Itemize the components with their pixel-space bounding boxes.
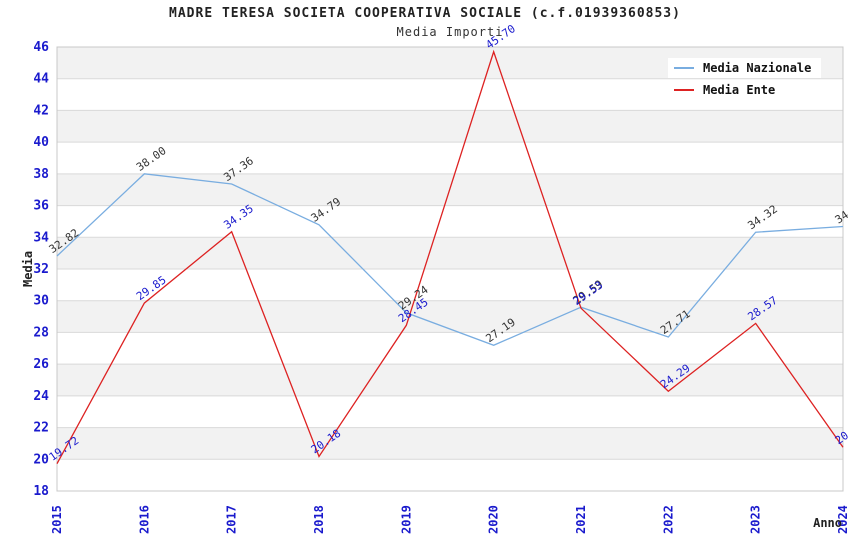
plot-border <box>56 46 844 492</box>
data-point-label-media-nazionale: 34.32 <box>745 203 780 233</box>
y-tick-label: 30 <box>33 294 49 309</box>
plot-band <box>57 237 843 269</box>
y-tick-label: 38 <box>33 167 49 182</box>
x-tick-label: 2024 <box>836 505 850 534</box>
y-axis-title: Media <box>21 250 35 287</box>
x-tick-label: 2019 <box>399 505 413 534</box>
y-tick-label: 20 <box>33 452 49 467</box>
y-tick-label: 36 <box>33 199 49 214</box>
series-line-media-nazionale <box>56 173 844 346</box>
legend-label-media-ente: Media Ente <box>703 83 776 97</box>
legend: Media Nazionale Media Ente <box>668 58 822 100</box>
y-tick-label: 18 <box>33 484 49 499</box>
x-tick-label: 2017 <box>225 505 239 534</box>
y-tick-label: 24 <box>33 389 49 404</box>
y-tick-label: 40 <box>33 135 49 150</box>
y-tick-label: 46 <box>33 40 49 55</box>
legend-item-media-nazionale: Media Nazionale <box>668 58 822 78</box>
y-tick-label: 22 <box>33 421 49 436</box>
x-axis-title: Anno <box>813 516 842 530</box>
chart-subtitle: Media Importi <box>396 25 504 39</box>
y-tick-label: 34 <box>33 230 49 245</box>
plot-band <box>57 110 843 143</box>
series-line-media-ente <box>56 49 844 465</box>
y-tick-label: 42 <box>33 103 49 118</box>
media-nazionale-line-swatch-icon <box>674 67 694 69</box>
x-tick-label: 2018 <box>312 505 326 534</box>
chart-title: MADRE TERESA SOCIETA COOPERATIVA SOCIALE… <box>169 6 681 21</box>
x-tick-label: 2015 <box>50 505 64 534</box>
data-point-label-media-nazionale: 38.00 <box>134 144 169 174</box>
y-tick-label: 44 <box>33 72 49 87</box>
x-tick-label: 2020 <box>487 505 501 534</box>
y-tick-label: 28 <box>33 325 49 340</box>
media-ente-line-swatch-icon <box>674 89 694 91</box>
y-tick-label: 26 <box>33 357 49 372</box>
legend-item-media-ente: Media Ente <box>668 80 822 100</box>
plot-band <box>57 364 843 396</box>
y-tick-label: 32 <box>33 262 49 277</box>
x-tick-label: 2016 <box>137 505 151 534</box>
plot-band <box>57 300 843 333</box>
plot-band <box>57 427 843 460</box>
legend-label-media-nazionale: Media Nazionale <box>703 61 812 75</box>
x-tick-label: 2022 <box>661 505 675 534</box>
data-point-label-media-ente: 34.35 <box>221 202 256 232</box>
x-tick-label: 2021 <box>574 505 588 534</box>
x-tick-label: 2023 <box>749 505 763 534</box>
